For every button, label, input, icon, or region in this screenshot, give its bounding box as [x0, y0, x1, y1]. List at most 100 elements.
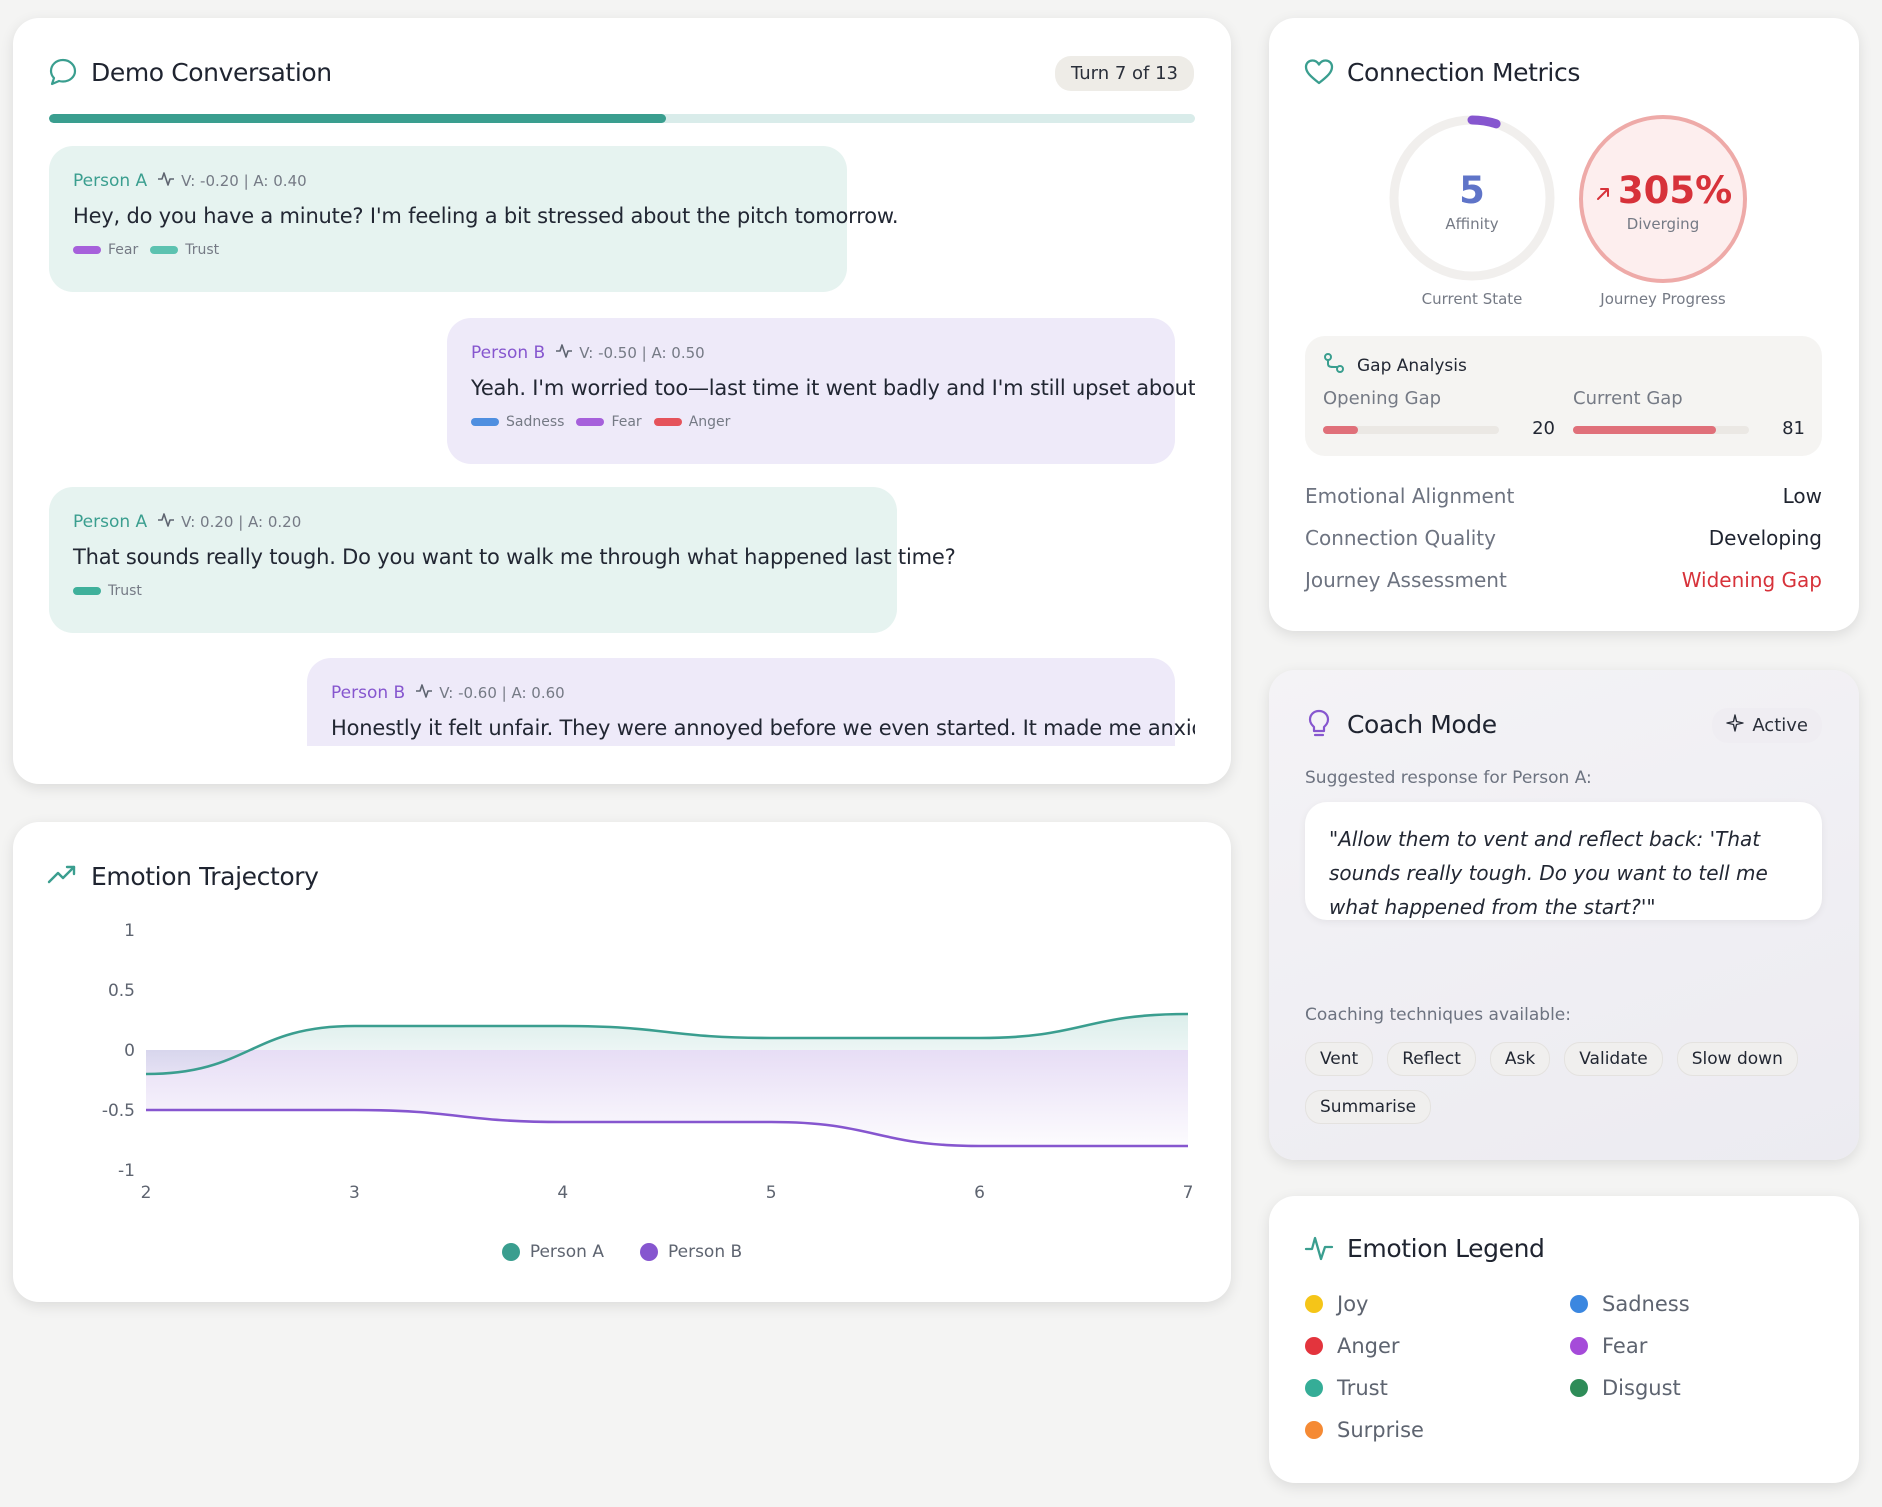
affinity-value: 5 — [1459, 169, 1485, 212]
stat-value: Widening Gap — [1681, 568, 1822, 592]
message-speaker: Person A — [73, 171, 148, 191]
series-line-person-a — [145, 1012, 1189, 1076]
valence-arousal-readout: V: -0.20 | A: 0.40 — [181, 172, 307, 190]
emotion-legend-header: Emotion Legend — [1303, 1232, 1545, 1264]
message-text: Hey, do you have a minute? I'm feeling a… — [73, 204, 899, 228]
trending-up-icon — [47, 860, 79, 892]
opening-gap-fill — [1323, 426, 1359, 434]
suggested-response-text: "Allow them to vent and reflect back: 'T… — [1305, 802, 1822, 920]
emotion-tags: Fear Trust — [73, 242, 823, 258]
opening-gap: Opening Gap 20 — [1323, 388, 1555, 439]
y-tick-label: 1 — [124, 921, 135, 941]
sparkles-icon — [1726, 714, 1745, 737]
emotion-legend-item-fear: Fear — [1570, 1334, 1647, 1358]
emotion-legend-item-sadness: Sadness — [1570, 1292, 1690, 1316]
stat-key: Connection Quality — [1305, 526, 1496, 550]
valence-arousal-readout: V: 0.20 | A: 0.20 — [181, 513, 302, 531]
chat-bubble-icon — [47, 56, 79, 88]
stat-row-journey-assessment: Journey Assessment Widening Gap — [1305, 568, 1822, 592]
opening-gap-bar — [1323, 426, 1499, 434]
conversation-title: Demo Conversation — [91, 57, 332, 87]
coach-title: Coach Mode — [1347, 709, 1497, 739]
affinity-gauge: 5 Affinity — [1387, 113, 1557, 283]
emotion-tag: Trust — [73, 583, 142, 599]
connection-metrics-card: Connection Metrics 5 Affinity Current St… — [1269, 18, 1859, 631]
pulse-icon — [157, 512, 175, 532]
route-icon — [1323, 352, 1345, 379]
emotion-legend-card: Emotion Legend Joy Sadness Anger Fear Tr… — [1269, 1196, 1859, 1483]
suggested-response-label: Suggested response for Person A: — [1305, 768, 1592, 788]
metrics-title: Connection Metrics — [1347, 57, 1580, 87]
techniques-label: Coaching techniques available: — [1305, 1005, 1571, 1025]
y-tick-label: 0.5 — [108, 981, 135, 1001]
stat-value: Low — [1782, 484, 1822, 508]
trajectory-chart: 1 0.5 0 -0.5 -1 2 3 4 5 6 7 — [102, 921, 1194, 1203]
stat-key: Emotional Alignment — [1305, 484, 1515, 508]
journey-progress-value: 305% — [1617, 169, 1733, 212]
conversation-progress-fill — [49, 114, 666, 123]
message-speaker: Person B — [471, 343, 546, 363]
chart-legend: Person A Person B — [13, 1242, 1231, 1262]
current-gap-bar — [1573, 426, 1749, 434]
journey-progress-gauge: 305% Diverging — [1577, 113, 1749, 283]
coach-status-badge[interactable]: Active — [1712, 708, 1822, 743]
message-text: Honestly it felt unfair. They were annoy… — [331, 716, 1195, 740]
series-line-person-b — [146, 1108, 1188, 1148]
trajectory-card: 1 0.5 0 -0.5 -1 2 3 4 5 6 7 Emotion Trajectory Per… — [13, 822, 1231, 1302]
emotion-tag: Trust — [150, 242, 219, 258]
legend-item-person-b[interactable]: Person B — [639, 1242, 742, 1262]
valence-arousal-readout: V: -0.50 | A: 0.50 — [579, 344, 705, 362]
trajectory-header: Emotion Trajectory — [47, 860, 319, 892]
technique-chip-ask[interactable]: Ask — [1489, 1042, 1551, 1076]
activity-icon — [1303, 1232, 1335, 1264]
turn-counter-badge: Turn 7 of 13 — [1054, 56, 1194, 91]
lightbulb-icon — [1303, 708, 1335, 740]
x-tick-label: 5 — [766, 1183, 777, 1203]
stat-row-connection-quality: Connection Quality Developing — [1305, 526, 1822, 550]
y-tick-label: 0 — [124, 1041, 135, 1061]
emotion-legend-item-joy: Joy — [1305, 1292, 1368, 1316]
message-text: Yeah. I'm worried too—last time it went … — [471, 376, 1195, 400]
trajectory-title: Emotion Trajectory — [91, 861, 319, 891]
emotion-tag: Fear — [576, 414, 642, 430]
message-bubble: Person B V: -0.60 | A: 0.60 Honestly it … — [307, 658, 1195, 746]
x-tick-label: 7 — [1183, 1183, 1194, 1203]
current-gap-value: 81 — [1782, 418, 1805, 439]
message-text: That sounds really tough. Do you want to… — [73, 545, 956, 569]
current-gap-fill — [1573, 426, 1716, 434]
emotion-legend-title: Emotion Legend — [1347, 1233, 1545, 1263]
stat-key: Journey Assessment — [1305, 568, 1507, 592]
emotion-legend-item-surprise: Surprise — [1305, 1418, 1424, 1442]
heart-icon — [1303, 56, 1335, 88]
x-tick-label: 6 — [974, 1183, 985, 1203]
technique-chip-validate[interactable]: Validate — [1564, 1042, 1663, 1076]
y-tick-label: -0.5 — [102, 1101, 135, 1121]
gap-analysis-panel: Gap Analysis Opening Gap 20 Current Gap … — [1305, 336, 1822, 456]
emotion-legend-item-trust: Trust — [1305, 1376, 1388, 1400]
opening-gap-label: Opening Gap — [1323, 388, 1442, 409]
y-tick-label: -1 — [118, 1161, 135, 1181]
pulse-icon — [157, 171, 175, 191]
opening-gap-value: 20 — [1532, 418, 1555, 439]
series-area-person-a — [146, 1014, 1188, 1074]
x-tick-label: 3 — [349, 1183, 360, 1203]
technique-chip-vent[interactable]: Vent — [1305, 1042, 1374, 1076]
pulse-icon — [415, 683, 433, 703]
technique-chip-summarise[interactable]: Summarise — [1305, 1090, 1432, 1124]
technique-chip-reflect[interactable]: Reflect — [1387, 1042, 1476, 1076]
valence-arousal-readout: V: -0.60 | A: 0.60 — [439, 684, 565, 702]
conversation-progress-bar — [49, 114, 1195, 123]
message-list[interactable]: Person A V: -0.20 | A: 0.40 Hey, do you … — [49, 146, 1195, 746]
pulse-icon — [555, 343, 573, 363]
legend-item-person-a[interactable]: Person A — [501, 1242, 604, 1262]
stat-value: Developing — [1708, 526, 1822, 550]
emotion-tag: Anger — [653, 414, 730, 430]
emotion-tag: Sadness — [471, 414, 564, 430]
emotion-tags: Sadness Fear Anger — [471, 414, 1151, 430]
technique-chip-slow-down[interactable]: Slow down — [1676, 1042, 1798, 1076]
current-gap-label: Current Gap — [1573, 388, 1683, 409]
x-tick-label: 2 — [141, 1183, 152, 1203]
emotion-tag: Fear — [73, 242, 138, 258]
metrics-header: Connection Metrics — [1303, 56, 1580, 88]
arrow-up-right-icon — [1594, 169, 1612, 212]
